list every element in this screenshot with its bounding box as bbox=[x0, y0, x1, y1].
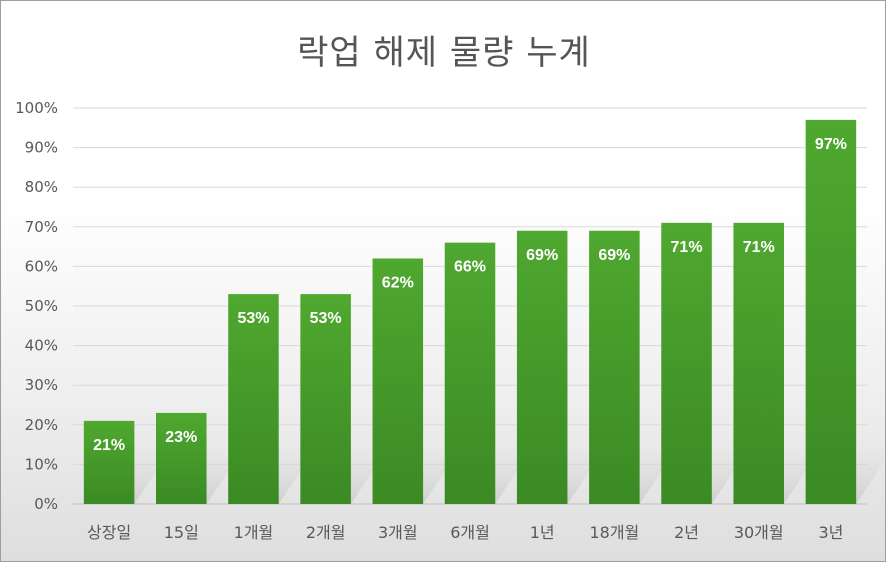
x-category-label: 15일 bbox=[164, 523, 199, 542]
data-label: 21% bbox=[93, 437, 125, 454]
bar bbox=[805, 119, 857, 504]
data-label: 71% bbox=[743, 239, 775, 256]
x-category-label: 30개월 bbox=[734, 523, 784, 542]
bar bbox=[516, 230, 568, 504]
bar bbox=[733, 222, 784, 504]
data-label: 69% bbox=[598, 247, 630, 264]
data-label: 97% bbox=[815, 136, 847, 153]
x-category-label: 3년 bbox=[818, 523, 843, 542]
bar bbox=[300, 294, 351, 504]
y-axis-ticks: 0% 10% 20% 30% 40% 50% 60% 70% 80% 90% 100% bbox=[15, 99, 58, 513]
y-tick-label: 60% bbox=[25, 257, 58, 275]
x-category-label: 1년 bbox=[530, 523, 555, 542]
x-axis-categories: 상장일 15일 1개월 2개월 3개월 6개월 1년 18개월 2년 30개월 3년 bbox=[87, 523, 843, 542]
data-label: 69% bbox=[526, 247, 558, 264]
y-tick-label: 0% bbox=[34, 495, 58, 513]
x-category-label: 18개월 bbox=[589, 523, 639, 542]
y-tick-label: 100% bbox=[15, 99, 58, 117]
y-tick-label: 80% bbox=[25, 178, 58, 196]
data-label: 62% bbox=[382, 274, 414, 291]
chart-title: 락업 해제 물량 누계 bbox=[297, 33, 591, 73]
data-label: 66% bbox=[454, 259, 486, 276]
x-category-label: 3개월 bbox=[378, 523, 418, 542]
data-label: 71% bbox=[671, 239, 703, 256]
data-label: 23% bbox=[165, 429, 197, 446]
bar bbox=[228, 294, 279, 504]
bar bbox=[444, 242, 496, 504]
bar bbox=[83, 420, 135, 504]
y-tick-label: 30% bbox=[25, 376, 58, 394]
bars: 21% 23% 53% 53% 62% 66% 69% 69% 71% 71% 97% bbox=[83, 119, 885, 504]
y-tick-label: 10% bbox=[25, 455, 58, 473]
bar bbox=[156, 412, 207, 504]
bar bbox=[372, 258, 424, 504]
x-category-label: 1개월 bbox=[234, 523, 274, 542]
y-tick-label: 70% bbox=[25, 218, 58, 236]
x-category-label: 상장일 bbox=[87, 523, 131, 542]
x-category-label: 2년 bbox=[674, 523, 699, 542]
y-tick-label: 90% bbox=[25, 139, 58, 157]
x-category-label: 2개월 bbox=[306, 523, 346, 542]
x-category-label: 6개월 bbox=[450, 523, 490, 542]
bar bbox=[589, 230, 640, 504]
y-tick-label: 40% bbox=[25, 337, 58, 355]
y-tick-label: 50% bbox=[25, 297, 58, 315]
bar bbox=[661, 222, 712, 504]
data-label: 53% bbox=[310, 310, 342, 327]
data-label: 53% bbox=[237, 310, 269, 327]
y-tick-label: 20% bbox=[25, 416, 58, 434]
